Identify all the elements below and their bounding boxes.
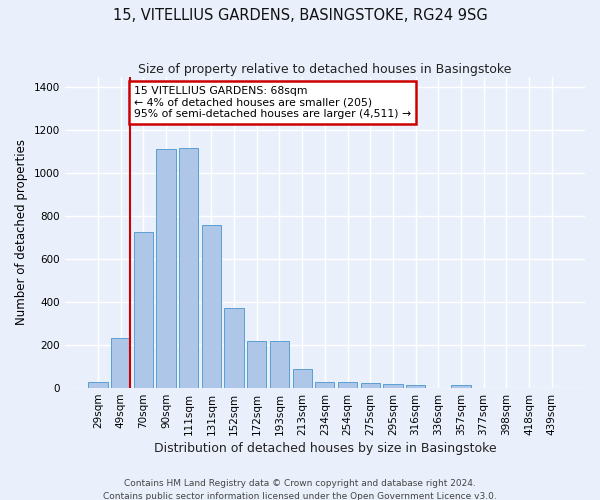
- Bar: [338, 382, 357, 388]
- Bar: [315, 382, 334, 388]
- Bar: [406, 385, 425, 388]
- Bar: [361, 382, 380, 388]
- Text: 15 VITELLIUS GARDENS: 68sqm
← 4% of detached houses are smaller (205)
95% of sem: 15 VITELLIUS GARDENS: 68sqm ← 4% of deta…: [134, 86, 411, 119]
- Y-axis label: Number of detached properties: Number of detached properties: [15, 140, 28, 326]
- Bar: [383, 384, 403, 388]
- Bar: [224, 308, 244, 388]
- X-axis label: Distribution of detached houses by size in Basingstoke: Distribution of detached houses by size …: [154, 442, 496, 455]
- Bar: [247, 341, 266, 388]
- Bar: [111, 338, 130, 388]
- Bar: [179, 148, 199, 388]
- Text: 15, VITELLIUS GARDENS, BASINGSTOKE, RG24 9SG: 15, VITELLIUS GARDENS, BASINGSTOKE, RG24…: [113, 8, 487, 22]
- Title: Size of property relative to detached houses in Basingstoke: Size of property relative to detached ho…: [138, 62, 512, 76]
- Bar: [451, 386, 470, 388]
- Bar: [134, 232, 153, 388]
- Bar: [88, 382, 107, 388]
- Bar: [293, 368, 312, 388]
- Bar: [270, 341, 289, 388]
- Bar: [202, 225, 221, 388]
- Bar: [157, 148, 176, 388]
- Text: Contains HM Land Registry data © Crown copyright and database right 2024.
Contai: Contains HM Land Registry data © Crown c…: [103, 480, 497, 500]
